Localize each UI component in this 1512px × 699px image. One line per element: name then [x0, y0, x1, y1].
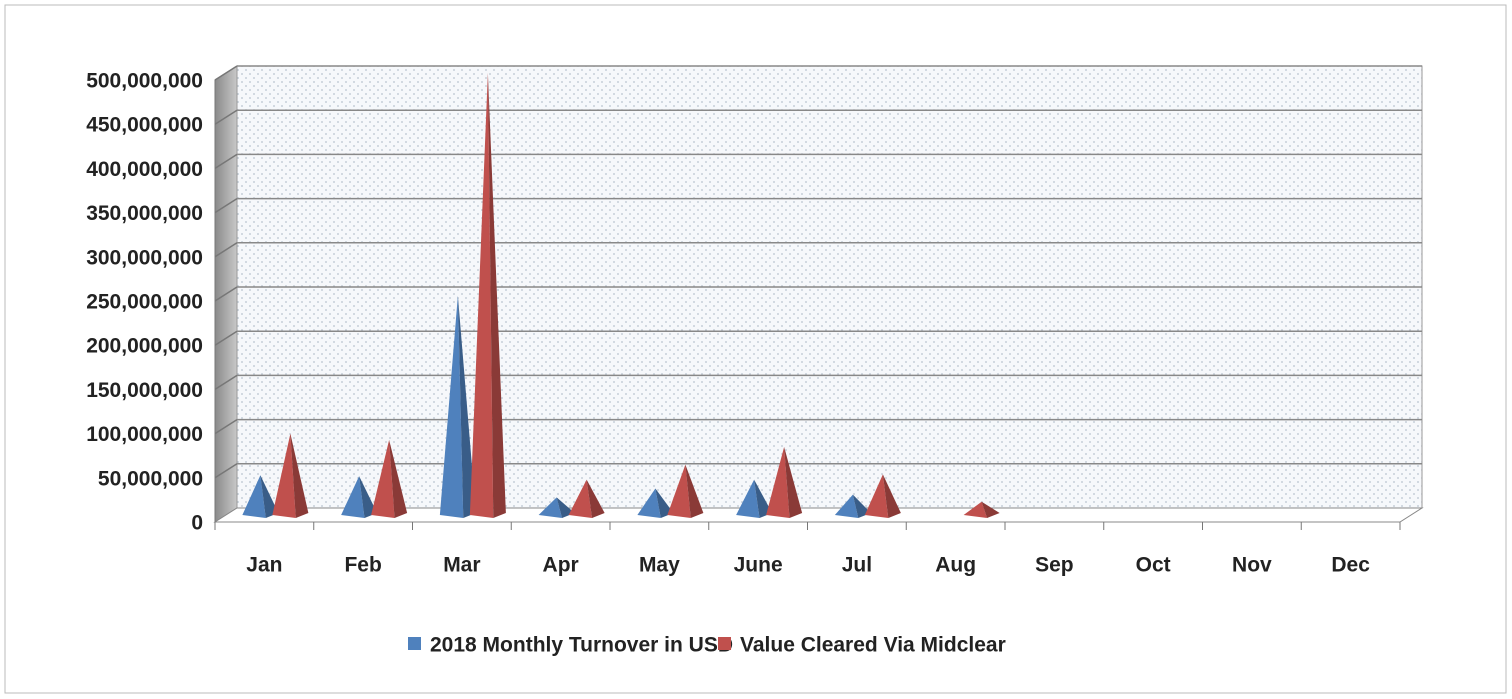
x-tick-label: June: [734, 554, 783, 577]
y-tick-label: 300,000,000: [86, 246, 203, 269]
grid-line: [214, 153, 1422, 170]
pyramid: [864, 474, 901, 518]
pyramid: [341, 476, 378, 518]
y-tick-label: 400,000,000: [86, 158, 203, 181]
grid-line: [214, 65, 1422, 81]
legend-swatch: [718, 637, 731, 650]
x-tick-label: Feb: [344, 554, 381, 577]
grid-line: [214, 286, 1422, 302]
x-tick-label: Nov: [1232, 554, 1272, 577]
y-tick-label: 200,000,000: [86, 335, 203, 358]
grid-line: [214, 418, 1422, 435]
legend-label: 2018 Monthly Turnover in USD: [430, 634, 733, 657]
pyramid: [242, 475, 279, 518]
x-tick-label: Aug: [935, 554, 976, 577]
y-tick-label: 150,000,000: [86, 379, 203, 402]
y-tick-label: 100,000,000: [86, 423, 203, 446]
pyramid: [667, 464, 704, 518]
pyramid: [272, 433, 309, 518]
y-tick-label: 350,000,000: [86, 202, 203, 225]
y-tick-label: 500,000,000: [86, 70, 203, 93]
x-tick-label: Jan: [246, 554, 282, 577]
pyramid: [736, 479, 773, 518]
x-tick-label: Sep: [1035, 554, 1074, 577]
x-tick-label: Jul: [842, 554, 872, 577]
pyramid: [439, 295, 476, 518]
y-tick-label: 50,000,000: [98, 467, 203, 490]
legend-label: Value Cleared Via Midclear: [740, 634, 1006, 657]
x-tick-label: Apr: [543, 554, 579, 577]
x-tick-label: Oct: [1136, 554, 1171, 577]
pyramid: [371, 439, 408, 518]
y-tick-label: 0: [191, 512, 203, 535]
x-tick-label: May: [639, 554, 680, 577]
pyramid: [568, 479, 605, 518]
pyramid: [963, 501, 1000, 518]
y-tick-label: 250,000,000: [86, 291, 203, 314]
pyramid: [637, 488, 674, 518]
grid-line: [214, 242, 1422, 258]
grid-line: [214, 463, 1422, 479]
grid-line: [214, 330, 1422, 346]
grid-line: [214, 197, 1422, 214]
y-tick-label: 450,000,000: [86, 114, 203, 137]
grid-line: [214, 374, 1422, 391]
grid-line: [214, 109, 1422, 125]
x-tick-label: Mar: [443, 554, 480, 577]
pyramid: [469, 73, 506, 518]
legend-swatch: [408, 637, 421, 650]
x-tick-label: Dec: [1331, 554, 1370, 577]
pyramid: [766, 446, 803, 518]
